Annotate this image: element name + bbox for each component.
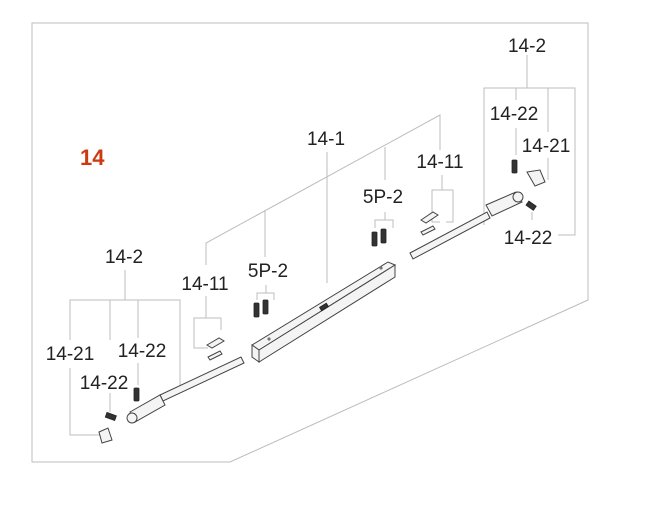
label-screw-left-upper: 14-22	[118, 341, 167, 362]
main-bar-part	[251, 261, 397, 363]
diagram-frame	[31, 22, 589, 463]
label-assembly-left: 14-2	[105, 247, 143, 268]
label-bolt-left: 5P-2	[248, 261, 288, 282]
label-yoke-right: 14-21	[522, 136, 571, 157]
part-labels: 14-2 14-22 14-21 14-22 14-1 14-11 5P-2 5…	[46, 36, 571, 394]
label-screw-right-upper: 14-22	[490, 104, 539, 125]
right-shaft-part	[409, 159, 546, 260]
label-key-right: 14-11	[416, 152, 463, 173]
label-assembly-right: 14-2	[508, 36, 546, 57]
leader-lines	[69, 55, 576, 436]
label-key-left: 14-11	[181, 274, 228, 295]
label-screw-right-lower: 14-22	[504, 228, 553, 249]
bolt-parts	[253, 228, 387, 318]
label-yoke-left: 14-21	[46, 344, 95, 365]
left-shaft-part	[98, 356, 245, 444]
label-bolt-right: 5P-2	[363, 187, 403, 208]
label-screw-left-lower: 14-22	[80, 373, 129, 394]
label-main-bar: 14-1	[307, 129, 345, 150]
section-number: 14	[80, 145, 105, 170]
key-parts	[206, 211, 439, 361]
